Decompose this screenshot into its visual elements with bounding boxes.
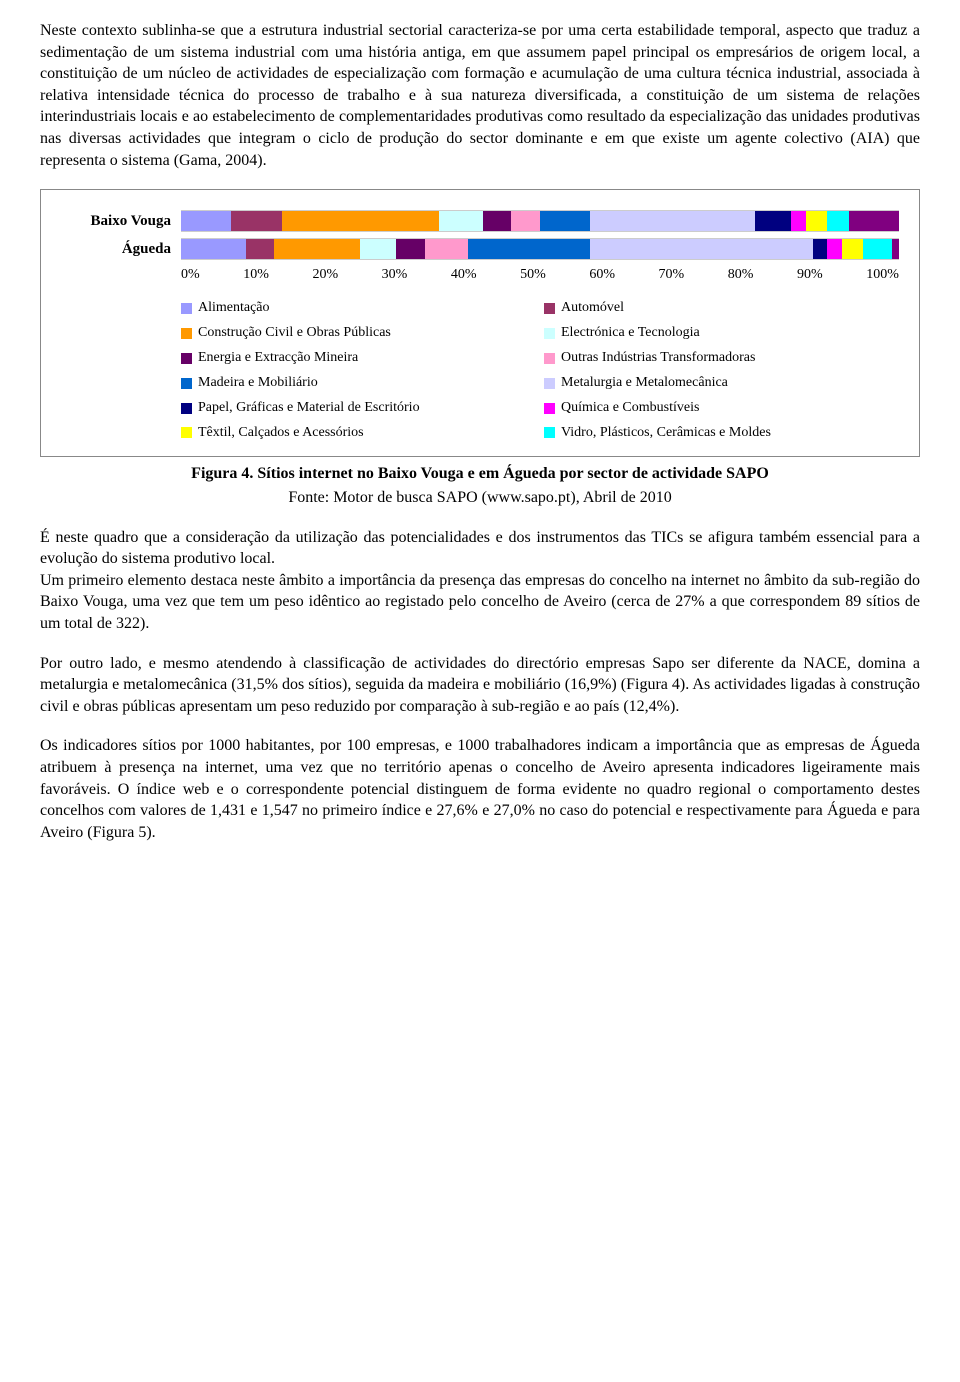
- axis-tick: 100%: [866, 266, 899, 285]
- bar-segment: [842, 239, 864, 259]
- bar-segment: [540, 211, 590, 231]
- legend-swatch: [544, 353, 555, 364]
- chart-row-label: Baixo Vouga: [61, 211, 181, 231]
- legend-label: Automóvel: [561, 299, 624, 318]
- bar-segment: [246, 239, 275, 259]
- legend-swatch: [544, 303, 555, 314]
- legend-item: Vidro, Plásticos, Cerâmicas e Moldes: [544, 424, 899, 443]
- legend-item: Metalurgia e Metalomecânica: [544, 374, 899, 393]
- bar-segment: [274, 239, 360, 259]
- bar-segment: [282, 211, 440, 231]
- legend-label: Vidro, Plásticos, Cerâmicas e Moldes: [561, 424, 771, 443]
- paragraph-5: Os indicadores sítios por 1000 habitante…: [40, 735, 920, 843]
- bar-track: [181, 210, 899, 232]
- legend-swatch: [181, 378, 192, 389]
- bar-segment: [863, 239, 892, 259]
- chart-row-label: Águeda: [61, 239, 181, 259]
- legend-label: Alimentação: [198, 299, 270, 318]
- axis-tick: 30%: [382, 266, 408, 285]
- bar-segment: [755, 211, 791, 231]
- chart-axis: 0% 10% 20% 30% 40% 50% 60% 70% 80% 90% 100%: [61, 266, 899, 285]
- legend-swatch: [181, 403, 192, 414]
- legend-item: Têxtil, Calçados e Acessórios: [181, 424, 536, 443]
- legend-swatch: [544, 403, 555, 414]
- axis-tick: 60%: [589, 266, 615, 285]
- bar-segment: [813, 239, 827, 259]
- legend-label: Construção Civil e Obras Públicas: [198, 324, 391, 343]
- legend-item: Energia e Extracção Mineira: [181, 349, 536, 368]
- legend-label: Metalurgia e Metalomecânica: [561, 374, 728, 393]
- axis-tick: 80%: [728, 266, 754, 285]
- bar-segment: [827, 211, 849, 231]
- bar-segment: [483, 211, 512, 231]
- figure-title: Sítios internet no Baixo Vouga e em Águe…: [257, 465, 768, 482]
- legend-item: Química e Combustíveis: [544, 399, 899, 418]
- bar-track: [181, 238, 899, 260]
- legend-item: Construção Civil e Obras Públicas: [181, 324, 536, 343]
- bar-segment: [791, 211, 805, 231]
- paragraph-1: Neste contexto sublinha-se que a estrutu…: [40, 20, 920, 171]
- axis-tick: 40%: [451, 266, 477, 285]
- bar-segment: [181, 239, 246, 259]
- bar-segment: [181, 211, 231, 231]
- bar-segment: [590, 239, 813, 259]
- paragraph-4: Por outro lado, e mesmo atendendo à clas…: [40, 653, 920, 718]
- legend-label: Química e Combustíveis: [561, 399, 699, 418]
- legend-label: Papel, Gráficas e Material de Escritório: [198, 399, 420, 418]
- bar-segment: [231, 211, 281, 231]
- bar-segment: [396, 239, 425, 259]
- figure-caption: Figura 4. Sítios internet no Baixo Vouga…: [40, 463, 920, 485]
- figure-label: Figura 4.: [191, 465, 257, 482]
- fonte-text: Motor de busca SAPO (www.sapo.pt), Abril…: [333, 489, 671, 506]
- chart-legend: Alimentação Automóvel Construção Civil e O…: [181, 299, 899, 442]
- bar-segment: [425, 239, 468, 259]
- axis-tick: 10%: [243, 266, 269, 285]
- legend-swatch: [544, 328, 555, 339]
- legend-swatch: [544, 378, 555, 389]
- legend-label: Madeira e Mobiliário: [198, 374, 318, 393]
- legend-swatch: [544, 427, 555, 438]
- legend-label: Outras Indústrias Transformadoras: [561, 349, 755, 368]
- bar-segment: [827, 239, 841, 259]
- legend-swatch: [181, 427, 192, 438]
- legend-label: Têxtil, Calçados e Acessórios: [198, 424, 364, 443]
- legend-item: Papel, Gráficas e Material de Escritório: [181, 399, 536, 418]
- legend-swatch: [181, 353, 192, 364]
- legend-label: Electrónica e Tecnologia: [561, 324, 700, 343]
- figure-source: Fonte: Motor de busca SAPO (www.sapo.pt)…: [40, 487, 920, 509]
- bar-segment: [360, 239, 396, 259]
- bar-segment: [849, 211, 899, 231]
- legend-item: Alimentação: [181, 299, 536, 318]
- axis-tick: 90%: [797, 266, 823, 285]
- axis-tick: 0%: [181, 266, 200, 285]
- axis-tick: 20%: [312, 266, 338, 285]
- bar-segment: [892, 239, 899, 259]
- paragraph-2: É neste quadro que a consideração da uti…: [40, 527, 920, 570]
- chart-row: Baixo Vouga: [61, 210, 899, 232]
- chart-row: Águeda: [61, 238, 899, 260]
- legend-swatch: [181, 328, 192, 339]
- paragraph-3: Um primeiro elemento destaca neste âmbit…: [40, 570, 920, 635]
- bar-segment: [439, 211, 482, 231]
- legend-swatch: [181, 303, 192, 314]
- chart-bars: Baixo Vouga Águeda: [61, 210, 899, 260]
- legend-item: Madeira e Mobiliário: [181, 374, 536, 393]
- axis-tick: 70%: [659, 266, 685, 285]
- bar-segment: [806, 211, 828, 231]
- fonte-label: Fonte:: [288, 489, 333, 506]
- chart-container: Baixo Vouga Águeda 0% 10% 20% 30% 40% 50% 60% 70…: [40, 189, 920, 457]
- legend-item: Outras Indústrias Transformadoras: [544, 349, 899, 368]
- bar-segment: [468, 239, 590, 259]
- legend-label: Energia e Extracção Mineira: [198, 349, 358, 368]
- axis-tick: 50%: [520, 266, 546, 285]
- legend-item: Automóvel: [544, 299, 899, 318]
- bar-segment: [511, 211, 540, 231]
- bar-segment: [590, 211, 755, 231]
- legend-item: Electrónica e Tecnologia: [544, 324, 899, 343]
